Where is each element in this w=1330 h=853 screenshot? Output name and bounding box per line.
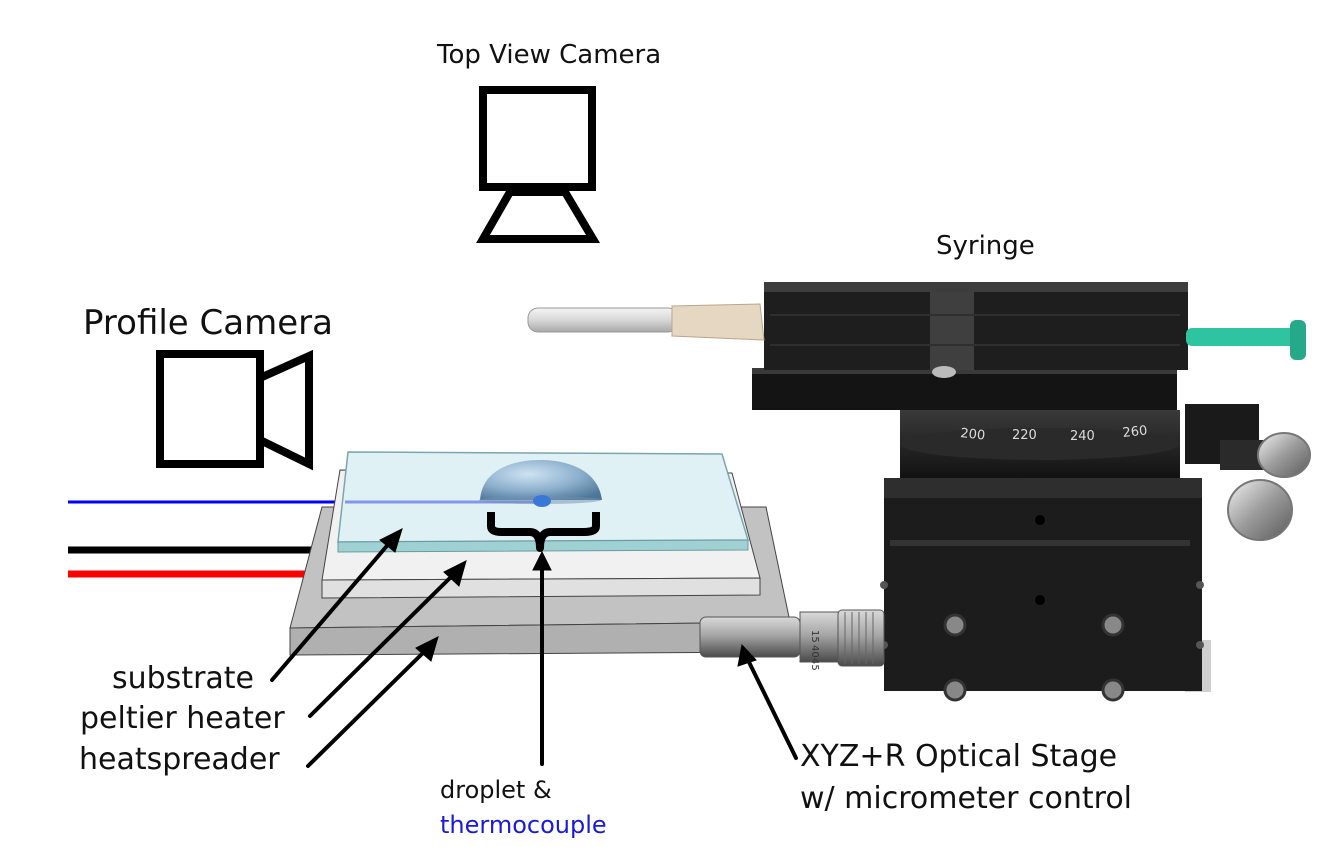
- stage-label-line2: w/ micrometer control: [800, 781, 1133, 816]
- heatspreader-arrow: [306, 636, 439, 768]
- thermocouple-label: thermocouple: [440, 811, 607, 839]
- profile-camera-label: Profile Camera: [83, 303, 333, 343]
- stage-label-line1: XYZ+R Optical Stage: [800, 739, 1118, 774]
- heatspreader-label: heatspreader: [79, 742, 280, 777]
- optical-stage: [527, 282, 1311, 702]
- side-knob: [1257, 432, 1311, 478]
- peltier-heater-label: peltier heater: [80, 701, 285, 736]
- top-view-camera-label: Top View Camera: [437, 40, 662, 70]
- syringe-label: Syringe: [936, 231, 1035, 261]
- micrometer-scale-tick: 15: [809, 630, 820, 643]
- stage-arrow: [737, 643, 798, 760]
- droplet-brace: [487, 512, 600, 552]
- droplet-label: droplet &: [440, 776, 552, 804]
- profile-camera-icon: [156, 349, 313, 471]
- leader-arrows: [270, 528, 798, 768]
- micrometer: [699, 616, 801, 658]
- rotation-scale-tick: 220: [1012, 428, 1037, 443]
- rotation-scale-tick: 260: [1122, 423, 1148, 441]
- thermocouple-tip: [533, 495, 551, 507]
- rotation-scale: 200 220 240 260: [960, 423, 1149, 444]
- wires: [68, 500, 345, 578]
- micrometer-scale: 15 40 45: [809, 630, 820, 671]
- micrometer-scale-tick: 45: [809, 658, 820, 671]
- rotation-scale-tick: 200: [960, 426, 986, 444]
- rotation-scale-tick: 240: [1070, 429, 1095, 444]
- substrate-arrow: [270, 528, 403, 682]
- substrate-label: substrate: [112, 661, 255, 696]
- top-view-camera-icon: [476, 86, 601, 243]
- micrometer-scale-tick: 40: [809, 645, 820, 658]
- droplet: [479, 460, 602, 507]
- droplet-arrow: [532, 550, 552, 766]
- peltier-heater-arrow: [308, 560, 467, 718]
